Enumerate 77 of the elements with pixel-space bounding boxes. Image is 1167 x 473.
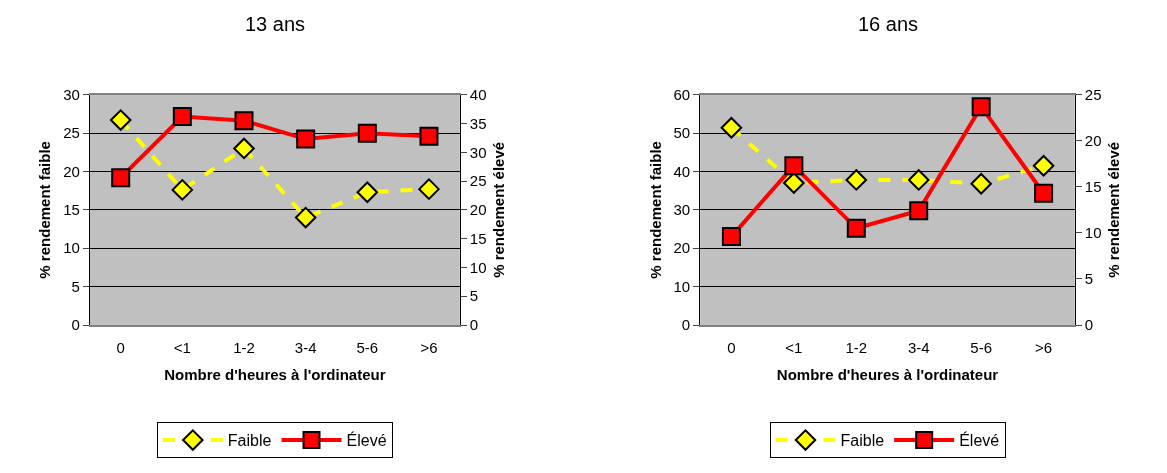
y-axis-title: % rendement faible bbox=[36, 141, 54, 279]
y2-tick-label: 10 bbox=[1084, 224, 1102, 242]
x-tick-label: 1-2 bbox=[845, 339, 868, 357]
x-tick-label: 5-6 bbox=[970, 339, 992, 357]
y2-tick-label: 35 bbox=[469, 114, 487, 132]
point bbox=[907, 169, 930, 191]
point bbox=[909, 201, 929, 221]
y-tick-label: 0 bbox=[71, 316, 80, 334]
x-tick-label: 3-4 bbox=[907, 339, 930, 357]
y-tick-label: 60 bbox=[673, 85, 691, 103]
y-tick-label: 20 bbox=[673, 239, 691, 257]
point bbox=[970, 173, 992, 195]
y2-tick-label: 10 bbox=[469, 258, 487, 276]
y2-tick-label: 25 bbox=[469, 172, 487, 190]
y2-axis-title: % rendement élevé bbox=[490, 141, 508, 278]
y2-tick-label: 5 bbox=[1084, 270, 1094, 288]
y-tick-label: 30 bbox=[673, 201, 691, 219]
point bbox=[109, 109, 132, 131]
x-tick-label: 5-6 bbox=[356, 339, 379, 357]
point bbox=[294, 206, 317, 229]
y-tick-label: 10 bbox=[63, 239, 80, 257]
x-axis-title: Nombre d'heures à l'ordinateur bbox=[164, 365, 386, 383]
y2-tick-label: 0 bbox=[1084, 316, 1094, 334]
point bbox=[845, 169, 868, 191]
x-tick-label: <1 bbox=[173, 339, 191, 357]
x-tick-label: 0 bbox=[116, 339, 125, 357]
point bbox=[357, 123, 377, 143]
y2-tick-label: 20 bbox=[1084, 132, 1102, 150]
x-tick-label: >6 bbox=[420, 339, 438, 357]
point bbox=[971, 97, 991, 117]
y-tick-label: 30 bbox=[63, 85, 80, 103]
x-tick-label: 0 bbox=[727, 339, 736, 357]
y2-tick-label: 25 bbox=[1084, 85, 1102, 103]
x-tick-label: 1-2 bbox=[233, 339, 255, 357]
point bbox=[846, 218, 866, 238]
point bbox=[233, 137, 255, 160]
y-tick-label: 0 bbox=[681, 316, 691, 334]
chart-title: 16 ans bbox=[858, 13, 919, 35]
y2-tick-label: 40 bbox=[469, 85, 487, 103]
y-tick-label: 25 bbox=[63, 124, 80, 142]
point bbox=[356, 181, 379, 203]
x-tick-label: 3-4 bbox=[294, 339, 317, 357]
y-tick-label: 40 bbox=[673, 162, 691, 180]
y2-tick-label: 15 bbox=[469, 229, 487, 247]
point bbox=[296, 129, 316, 149]
legend-label: Faible bbox=[840, 432, 885, 450]
point bbox=[1032, 154, 1055, 177]
y2-tick-label: 20 bbox=[469, 201, 487, 219]
point bbox=[1034, 183, 1054, 203]
y-tick-label: 10 bbox=[673, 277, 691, 295]
legend-label: Faible bbox=[227, 432, 272, 450]
y-axis-title: % rendement faible bbox=[646, 141, 664, 279]
y-tick-label: 20 bbox=[63, 162, 80, 180]
y2-tick-label: 5 bbox=[469, 287, 479, 305]
point bbox=[784, 156, 804, 176]
y2-tick-label: 30 bbox=[469, 143, 487, 161]
point bbox=[172, 107, 192, 127]
legend-label: Élevé bbox=[346, 431, 387, 450]
y-tick-label: 15 bbox=[63, 201, 80, 219]
y-tick-label: 5 bbox=[71, 277, 80, 295]
point bbox=[111, 168, 131, 188]
legend-label: Élevé bbox=[959, 431, 1000, 450]
point bbox=[418, 178, 440, 200]
x-axis-title: Nombre d'heures à l'ordinateur bbox=[776, 365, 999, 383]
point bbox=[419, 126, 439, 146]
chart-title: 13 ans bbox=[245, 13, 306, 35]
point bbox=[720, 116, 743, 139]
y2-axis-title: % rendement élevé bbox=[1105, 141, 1123, 278]
point bbox=[721, 227, 741, 247]
point bbox=[171, 179, 194, 201]
point bbox=[783, 172, 805, 194]
y-tick-label: 50 bbox=[673, 124, 691, 142]
x-tick-label: >6 bbox=[1035, 339, 1053, 357]
x-tick-label: <1 bbox=[785, 339, 803, 357]
point bbox=[234, 111, 254, 131]
y2-tick-label: 15 bbox=[1084, 178, 1102, 196]
y2-tick-label: 0 bbox=[469, 316, 479, 334]
